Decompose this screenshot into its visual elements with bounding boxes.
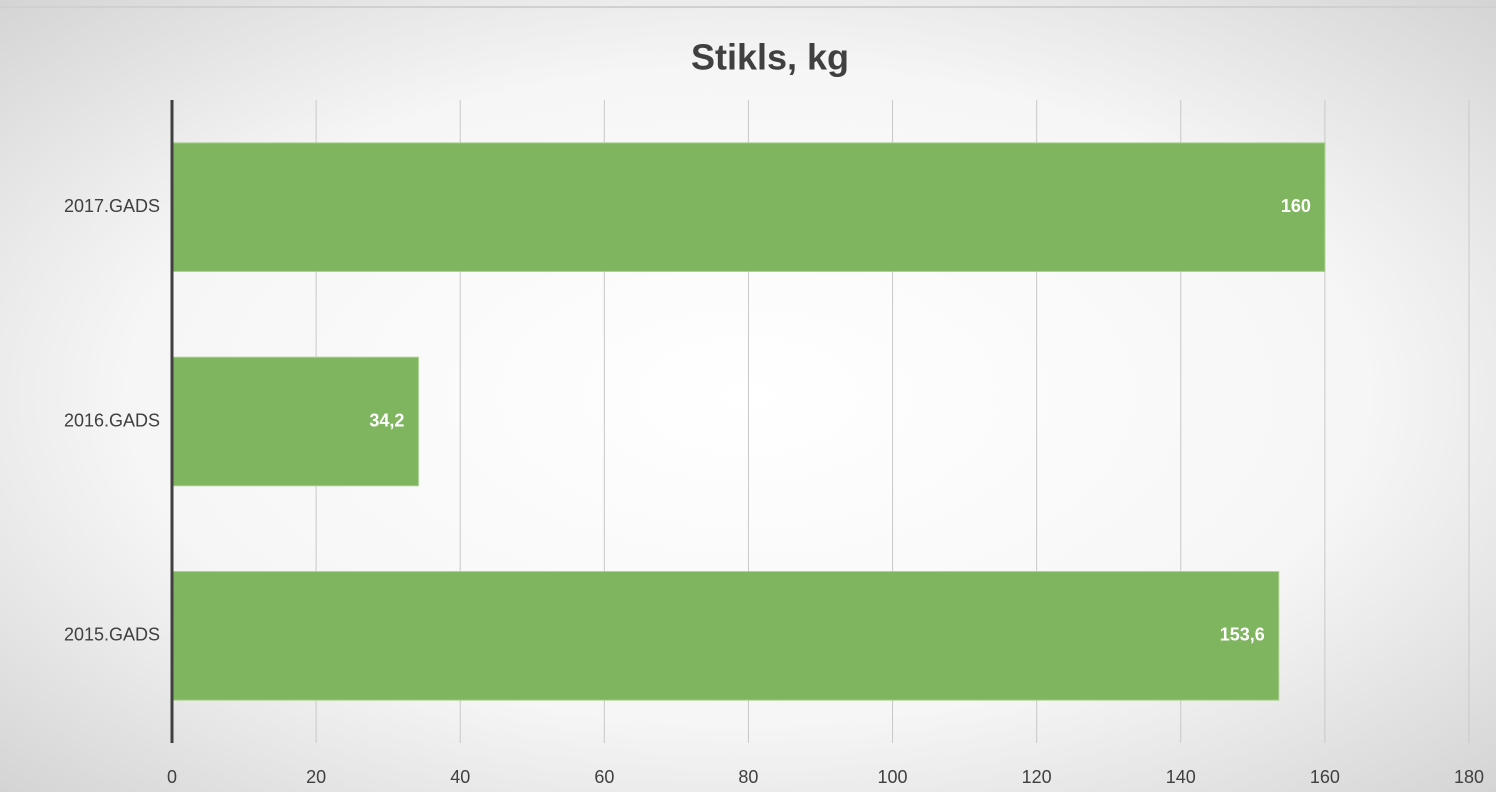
x-tick-label: 120 (1022, 767, 1052, 787)
y-tick-label: 2015.GADS (64, 625, 160, 645)
x-tick-label: 0 (167, 767, 177, 787)
bar (171, 142, 1326, 272)
data-label: 153,6 (1220, 625, 1265, 645)
x-tick-label: 20 (306, 767, 326, 787)
x-tick-label: 100 (878, 767, 908, 787)
x-tick-label: 40 (450, 767, 470, 787)
x-tick-label: 60 (594, 767, 614, 787)
bar (171, 356, 419, 487)
x-tick-label: 80 (738, 767, 758, 787)
data-label: 160 (1281, 196, 1311, 216)
y-tick-label: 2017.GADS (64, 196, 160, 216)
x-tick-label: 140 (1166, 767, 1196, 787)
x-tick-label: 160 (1310, 767, 1340, 787)
bar (171, 571, 1280, 701)
y-tick-label: 2016.GADS (64, 410, 160, 430)
chart-title: Stikls, kg (691, 37, 849, 78)
x-tick-label: 180 (1454, 767, 1484, 787)
data-label: 34,2 (369, 410, 404, 430)
